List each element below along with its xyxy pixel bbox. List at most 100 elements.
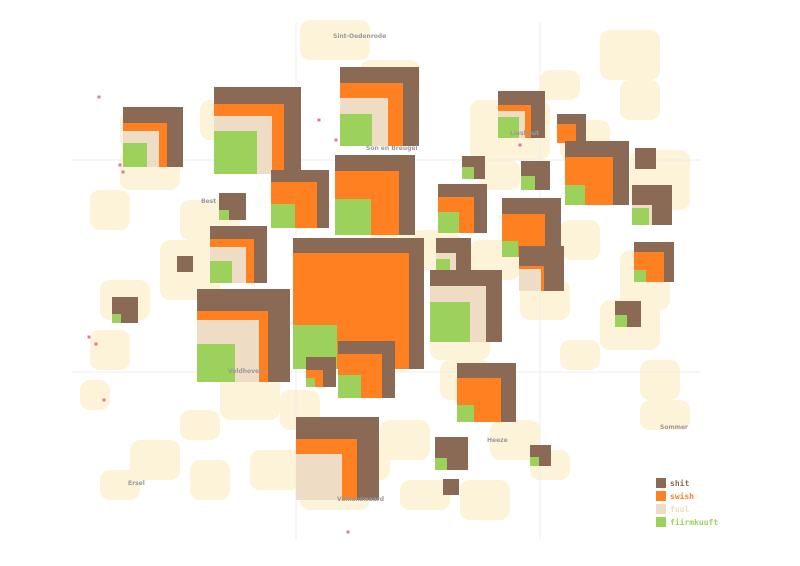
- square-symbol: [177, 256, 193, 272]
- square-shit: [177, 256, 193, 272]
- land-patch: [380, 420, 430, 460]
- square-symbol: [214, 87, 301, 174]
- square-symbol: [197, 289, 290, 382]
- point-marker: [121, 170, 125, 174]
- point-marker: [334, 138, 338, 142]
- square-fiirmkuuft: [634, 270, 646, 282]
- legend-item-fiirmkuuft: fiirmkuuft: [656, 516, 718, 528]
- square-symbol: [565, 141, 629, 205]
- land-patch: [100, 470, 140, 500]
- place-label-best: Best: [201, 198, 217, 205]
- land-patch: [640, 400, 690, 430]
- square-symbol: [112, 297, 138, 323]
- place-label-heeze: Heeze: [487, 437, 508, 444]
- square-symbol: [123, 107, 183, 167]
- square-symbol: [338, 341, 395, 398]
- square-fiirmkuuft: [340, 114, 372, 146]
- land-patch: [300, 20, 370, 60]
- square-fuul: [296, 454, 342, 500]
- square-symbol: [219, 193, 246, 220]
- legend-label: shit: [670, 478, 690, 488]
- land-patch: [540, 70, 580, 100]
- square-symbol: [462, 156, 485, 179]
- square-symbol: [557, 114, 586, 143]
- square-fiirmkuuft: [219, 210, 229, 220]
- point-marker: [118, 163, 122, 167]
- land-patch: [90, 190, 130, 230]
- square-fuul: [519, 269, 541, 291]
- square-fiirmkuuft: [123, 143, 147, 167]
- square-fiirmkuuft: [530, 457, 539, 466]
- square-swish: [557, 124, 576, 143]
- square-fiirmkuuft: [521, 176, 535, 190]
- place-label-veldhoven: Veldhoven: [228, 368, 264, 375]
- place-label-lieshout: Lieshout: [510, 130, 540, 137]
- square-symbol: [519, 246, 564, 291]
- square-symbol: [498, 91, 545, 138]
- land-patch: [80, 380, 110, 410]
- square-symbol: [436, 238, 471, 273]
- square-symbol: [271, 170, 329, 228]
- square-fiirmkuuft: [462, 167, 474, 179]
- legend-item-shit: shit: [656, 477, 718, 489]
- square-symbol: [210, 226, 267, 283]
- land-patch: [130, 440, 180, 480]
- square-symbol: [430, 270, 502, 342]
- square-symbol: [296, 417, 379, 500]
- land-patch: [400, 480, 450, 510]
- legend-label: fuul: [670, 504, 690, 514]
- square-shit: [635, 148, 656, 169]
- land-patch: [560, 220, 600, 260]
- square-fiirmkuuft: [338, 375, 361, 398]
- point-marker: [317, 118, 321, 122]
- point-marker: [97, 95, 101, 99]
- legend-item-fuul: fuul: [656, 503, 718, 515]
- square-fiirmkuuft: [502, 241, 518, 257]
- square-fiirmkuuft: [565, 185, 585, 205]
- square-symbol: [530, 445, 551, 466]
- land-patch: [250, 450, 300, 490]
- legend-item-swish: swish: [656, 490, 718, 502]
- land-patch: [190, 460, 230, 500]
- land-patch: [460, 480, 510, 520]
- square-symbol: [306, 357, 336, 387]
- place-label-ersel: Ersel: [128, 480, 145, 487]
- land-patch: [640, 360, 680, 400]
- point-marker: [518, 143, 522, 147]
- point-marker: [94, 342, 98, 346]
- point-markers: [87, 95, 522, 534]
- square-fiirmkuuft: [306, 378, 315, 387]
- square-fiirmkuuft: [438, 212, 459, 233]
- square-fiirmkuuft: [214, 131, 257, 174]
- legend-label: swish: [670, 491, 695, 501]
- land-patch: [220, 370, 280, 420]
- square-symbol: [635, 148, 656, 169]
- square-symbol: [438, 184, 487, 233]
- square-fiirmkuuft: [430, 302, 470, 342]
- square-symbol: [335, 155, 415, 235]
- square-symbols: [112, 67, 674, 500]
- square-fiirmkuuft: [457, 405, 474, 422]
- square-fiirmkuuft: [498, 117, 519, 138]
- legend-swatch: [656, 504, 666, 514]
- land-patch: [620, 80, 660, 120]
- square-fiirmkuuft: [197, 344, 235, 382]
- square-fiirmkuuft: [210, 261, 232, 283]
- legend-swatch: [656, 517, 666, 527]
- land-patch: [490, 420, 540, 460]
- square-symbol: [443, 479, 459, 495]
- map-legend: shit swish fuul fiirmkuuft: [656, 477, 718, 529]
- square-symbol: [340, 67, 419, 146]
- land-patch: [90, 330, 130, 370]
- square-symbol: [615, 301, 641, 327]
- land-patch: [480, 160, 520, 190]
- place-label-son-en-breugel: Son en Breugel: [366, 145, 418, 152]
- land-patch: [600, 30, 660, 80]
- place-label-valkenswaard: Valkenswaard: [337, 496, 385, 503]
- point-marker: [102, 398, 106, 402]
- legend-label: fiirmkuuft: [670, 517, 719, 527]
- point-marker: [87, 335, 91, 339]
- square-fiirmkuuft: [271, 204, 295, 228]
- square-fiirmkuuft: [335, 199, 371, 235]
